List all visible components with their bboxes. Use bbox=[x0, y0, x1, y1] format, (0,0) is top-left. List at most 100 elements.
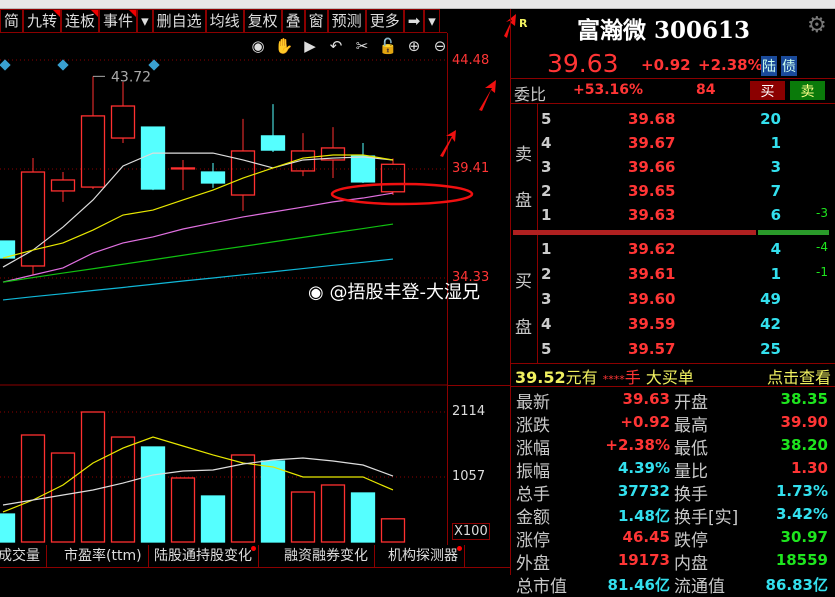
volume-bar bbox=[20, 434, 46, 543]
stat-row: 最新 39.63 开盘 38.35 bbox=[516, 390, 828, 413]
toolbar-tab[interactable]: 连板 bbox=[61, 9, 100, 33]
candle-body bbox=[50, 179, 76, 192]
buy-book-label: 买盘 bbox=[515, 272, 532, 338]
high-price-label: 43.72 bbox=[111, 69, 151, 85]
weibi-diff: 84 bbox=[696, 82, 716, 98]
price-axis: 44.48 39.41 34.33 2114 1057 X100 bbox=[447, 33, 511, 545]
toolbar-tab[interactable]: 预测 bbox=[327, 9, 366, 33]
volume-ma5-line bbox=[2, 436, 394, 513]
toolbar-tab[interactable]: 简 bbox=[0, 9, 24, 33]
bid-row: 5 39.57 25 bbox=[541, 340, 781, 358]
stat-row: 涨幅 +2.38% 最低 38.20 bbox=[516, 436, 828, 459]
chart-toolbar: 简九转 连板 事件 ▾ 删自选 均线 复权叠窗预测 更多 ➡ ▾ bbox=[0, 9, 447, 33]
ma60-line bbox=[2, 258, 394, 301]
indicator-tab[interactable]: 陆股通持股变化 bbox=[148, 545, 259, 567]
indicator-tab[interactable]: 融资融券变化 bbox=[278, 545, 375, 567]
watermark: ◉ @捂股丰登-大湿兄 bbox=[308, 282, 480, 303]
ask-row: 2 39.65 7 bbox=[541, 182, 781, 200]
toolbar-tab[interactable]: 事件 bbox=[99, 9, 138, 33]
scissors-icon[interactable]: ✂ bbox=[355, 37, 369, 55]
toolbar-tab[interactable]: 窗 bbox=[304, 9, 328, 33]
volume-bar bbox=[260, 460, 286, 543]
toolbar-tab[interactable]: 删自选 bbox=[152, 9, 206, 33]
buy-sell-ratio-bar bbox=[513, 230, 829, 235]
quote-panel: R 富瀚微 300613 ⚙ 39.63 +0.92 +2.38% 陆 债 委比… bbox=[510, 9, 835, 597]
undo-icon[interactable]: ↶ bbox=[329, 37, 343, 55]
stat-row: 总手 37732 换手 1.73% bbox=[516, 482, 828, 505]
toolbar-tab[interactable]: 均线 bbox=[205, 9, 244, 33]
volume-bar bbox=[380, 518, 406, 543]
bond-tag[interactable]: 债 bbox=[781, 56, 797, 76]
toolbar-tab[interactable]: 叠 bbox=[281, 9, 305, 33]
ask-row: 5 39.68 20 bbox=[541, 110, 781, 128]
r-badge: R bbox=[519, 17, 528, 30]
ask-row: 1 39.63 6 -3 bbox=[541, 206, 828, 224]
gear-icon[interactable]: ⚙ bbox=[807, 13, 827, 38]
red-arrow-icon bbox=[479, 80, 496, 111]
kline-chart[interactable]: 43.72 bbox=[0, 33, 447, 545]
toolbar-tab[interactable]: 九转 bbox=[23, 9, 62, 33]
ma5-line bbox=[2, 152, 394, 268]
candle-body bbox=[260, 135, 286, 151]
toolbar-tab[interactable]: 更多 bbox=[365, 9, 404, 33]
price-tick: 39.41 bbox=[452, 161, 490, 176]
bid-row: 1 39.62 4 -4 bbox=[541, 240, 828, 258]
stock-title: 富瀚微 300613 bbox=[577, 17, 751, 44]
candle-body bbox=[110, 105, 136, 139]
buy-button[interactable]: 买 bbox=[750, 81, 785, 100]
volume-bar bbox=[110, 436, 136, 543]
bid-row: 2 39.61 1 -1 bbox=[541, 265, 828, 283]
volume-bar bbox=[290, 491, 316, 543]
sell-ratio-fill bbox=[758, 230, 829, 235]
stat-row: 涨停 46.45 跌停 30.97 bbox=[516, 528, 828, 551]
zoom-out-icon[interactable]: ⊖ bbox=[433, 37, 447, 55]
zoom-in-icon[interactable]: ⊕ bbox=[407, 37, 421, 55]
bid-row: 3 39.60 49 bbox=[541, 290, 781, 308]
hk-connect-tag[interactable]: 陆 bbox=[761, 56, 777, 76]
price-tick: 34.33 bbox=[452, 270, 490, 285]
sell-button[interactable]: 卖 bbox=[790, 81, 825, 100]
candle-body bbox=[350, 155, 376, 183]
weibi-pct: +53.16% bbox=[573, 82, 644, 98]
price-tick: 44.48 bbox=[452, 53, 490, 68]
price-change-pct: +2.38% bbox=[698, 56, 763, 74]
volume-bar bbox=[320, 484, 346, 543]
volume-ma10-line bbox=[2, 457, 394, 506]
candle-body bbox=[80, 115, 106, 188]
stat-row: 总市值 81.46亿 流通值 86.83亿 bbox=[516, 576, 828, 597]
candle-body bbox=[320, 147, 346, 161]
weibi-label: 委比 bbox=[514, 85, 547, 104]
toolbar-tab[interactable]: ▾ bbox=[137, 9, 153, 33]
ma30-line bbox=[2, 223, 394, 283]
big-order-banner[interactable]: 39.52元有 ****手 大买单 点击查看 bbox=[515, 364, 831, 388]
volume-bar bbox=[170, 477, 196, 543]
indicator-tab[interactable]: 机构探测器 bbox=[382, 545, 465, 567]
play-icon[interactable]: ▶ bbox=[304, 37, 316, 55]
toolbar-tab[interactable]: ➡ bbox=[403, 9, 425, 33]
candle-body bbox=[290, 150, 316, 172]
buy-ratio-fill bbox=[513, 230, 757, 235]
weibo-icon: ◉ bbox=[308, 282, 324, 303]
stat-row: 外盘 19173 内盘 18559 bbox=[516, 551, 828, 574]
bid-row: 4 39.59 42 bbox=[541, 315, 781, 333]
candle-body bbox=[380, 163, 406, 193]
stat-row: 涨跌 +0.92 最高 39.90 bbox=[516, 413, 828, 436]
toolbar-tab[interactable]: 复权 bbox=[243, 9, 282, 33]
volume-bar bbox=[140, 446, 166, 543]
indicator-tab[interactable]: 成交量 bbox=[0, 545, 47, 567]
ma10-line bbox=[2, 154, 394, 259]
stat-row: 金额 1.48亿 换手[实] 3.42% bbox=[516, 505, 828, 528]
toolbar-tab[interactable]: ▾ bbox=[424, 9, 440, 33]
hand-icon[interactable]: ✋ bbox=[274, 37, 294, 55]
volume-unit: X100 bbox=[452, 523, 490, 540]
volume-bar bbox=[230, 454, 256, 543]
view-details-link: 点击查看 bbox=[766, 368, 831, 387]
eye-icon[interactable]: ◉ bbox=[251, 37, 265, 55]
lock-icon[interactable]: 🔓 bbox=[378, 37, 398, 55]
candle-body bbox=[20, 171, 46, 267]
ma20-line bbox=[2, 192, 394, 283]
top-menu-strip bbox=[0, 0, 835, 9]
current-price: 39.63 bbox=[547, 49, 619, 78]
indicator-tab[interactable]: 市盈率(ttm) bbox=[58, 545, 149, 567]
ask-row: 4 39.67 1 bbox=[541, 134, 781, 152]
